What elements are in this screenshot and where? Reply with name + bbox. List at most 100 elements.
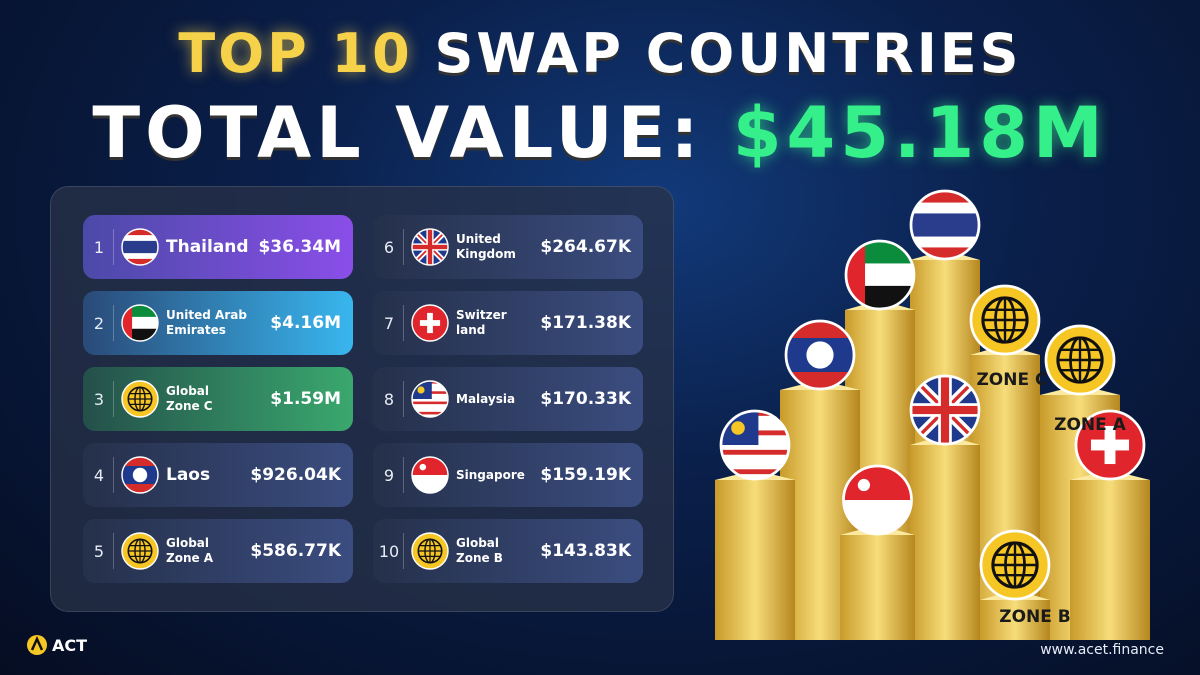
- ranking-row: 1 Thailand $36.34M: [83, 215, 353, 279]
- logo: ACT: [26, 634, 87, 656]
- swap-value: $1.59M: [270, 389, 341, 409]
- ranking-row: 4 Laos $926.04K: [83, 443, 353, 507]
- pillar: [1070, 470, 1150, 640]
- flag: [411, 304, 449, 342]
- total: TOTAL VALUE: $45.18M: [0, 92, 1200, 174]
- logo-text: ACT: [52, 635, 88, 655]
- title-rest: SWAP COUNTRIES: [434, 22, 1022, 85]
- flag: [1044, 324, 1116, 396]
- country-name: Switzer land: [456, 308, 507, 337]
- total-label: TOTAL VALUE:: [92, 92, 704, 174]
- flag: [121, 532, 159, 570]
- swap-value: $4.16M: [270, 313, 341, 333]
- flag: [411, 456, 449, 494]
- flag-icon: [411, 304, 449, 342]
- rank: 2: [93, 313, 105, 333]
- title-highlight: TOP 10: [178, 22, 413, 85]
- ranking-row: 3 Global Zone C $1.59M: [83, 367, 353, 431]
- separator: [403, 533, 404, 569]
- flag-icon: [411, 456, 449, 494]
- zone-label: ZONE A: [1054, 415, 1127, 435]
- swap-value: $586.77K: [250, 541, 341, 561]
- zone-label: ZONE B: [999, 607, 1071, 627]
- ranking-row: 10 Global Zone B $143.83K: [373, 519, 643, 583]
- separator: [403, 229, 404, 265]
- total-value: $45.18M: [732, 92, 1108, 174]
- separator: [113, 533, 114, 569]
- flag: [411, 532, 449, 570]
- separator: [403, 457, 404, 493]
- swap-value: $170.33K: [540, 389, 631, 409]
- pillar: [715, 470, 795, 640]
- flag: [844, 239, 916, 311]
- flag-icon: [411, 380, 449, 418]
- country-name: United Arab Emirates: [166, 308, 247, 337]
- flag: [784, 319, 856, 391]
- swap-value: $264.67K: [540, 237, 631, 257]
- country-name: Thailand: [166, 236, 249, 257]
- rank: 10: [378, 541, 400, 561]
- swap-value: $171.38K: [540, 313, 631, 333]
- flag: [969, 284, 1041, 356]
- swap-value: $159.19K: [540, 465, 631, 485]
- ranking-panel: 1 Thailand $36.34M 2 United Arab Emirates $4.…: [50, 186, 674, 612]
- flag: [121, 304, 159, 342]
- flag: [1074, 409, 1146, 481]
- separator: [113, 305, 114, 341]
- flag: [909, 374, 981, 446]
- flag-icon: [121, 228, 159, 266]
- country-name: Laos: [166, 464, 211, 485]
- country-name: Global Zone A: [166, 536, 214, 565]
- ranking-row: 5 Global Zone A $586.77K: [83, 519, 353, 583]
- flag-icon: [411, 228, 449, 266]
- pillar: [840, 525, 915, 640]
- rank: 1: [93, 237, 105, 257]
- zone-label: ZONE C: [976, 370, 1047, 390]
- flag-icon: [121, 380, 159, 418]
- flag-icon: [121, 532, 159, 570]
- flag-icon: [411, 532, 449, 570]
- flag: [121, 456, 159, 494]
- ranking-row: 6 United Kingdom $264.67K: [373, 215, 643, 279]
- rank: 8: [383, 389, 395, 409]
- rank: 7: [383, 313, 395, 333]
- rank: 9: [383, 465, 395, 485]
- separator: [113, 381, 114, 417]
- separator: [403, 381, 404, 417]
- separator: [113, 229, 114, 265]
- swap-value: $36.34M: [258, 237, 341, 257]
- separator: [113, 457, 114, 493]
- pillar-illustration: ZONE C ZONE A ZONE B: [715, 189, 1150, 640]
- rank: 4: [93, 465, 105, 485]
- ranking-row: 2 United Arab Emirates $4.16M: [83, 291, 353, 355]
- flag: [979, 529, 1051, 601]
- country-name: United Kingdom: [456, 232, 516, 261]
- country-name: Malaysia: [456, 391, 516, 406]
- ranking-row: 7 Switzer land $171.38K: [373, 291, 643, 355]
- flag: [719, 409, 791, 481]
- logo-icon: [27, 635, 47, 655]
- rank: 5: [93, 541, 105, 561]
- website: www.acet.finance: [1040, 642, 1164, 658]
- title: TOP 10 SWAP COUNTRIES: [0, 22, 1200, 85]
- pillar: [910, 435, 980, 640]
- swap-value: $143.83K: [540, 541, 631, 561]
- swap-value: $926.04K: [250, 465, 341, 485]
- country-name: Singapore: [456, 467, 525, 482]
- separator: [403, 305, 404, 341]
- flag: [909, 189, 981, 261]
- ranking-row: 8 Malaysia $170.33K: [373, 367, 643, 431]
- rank: 6: [383, 237, 395, 257]
- flag-icon: [121, 456, 159, 494]
- flag-icon: [121, 304, 159, 342]
- country-name: Global Zone B: [456, 536, 503, 565]
- flag: [121, 228, 159, 266]
- country-name: Global Zone C: [166, 384, 213, 413]
- flag: [842, 464, 913, 536]
- ranking-row: 9 Singapore $159.19K: [373, 443, 643, 507]
- flag: [121, 380, 159, 418]
- rank: 3: [93, 389, 105, 409]
- flag: [411, 228, 449, 266]
- flag: [411, 380, 449, 418]
